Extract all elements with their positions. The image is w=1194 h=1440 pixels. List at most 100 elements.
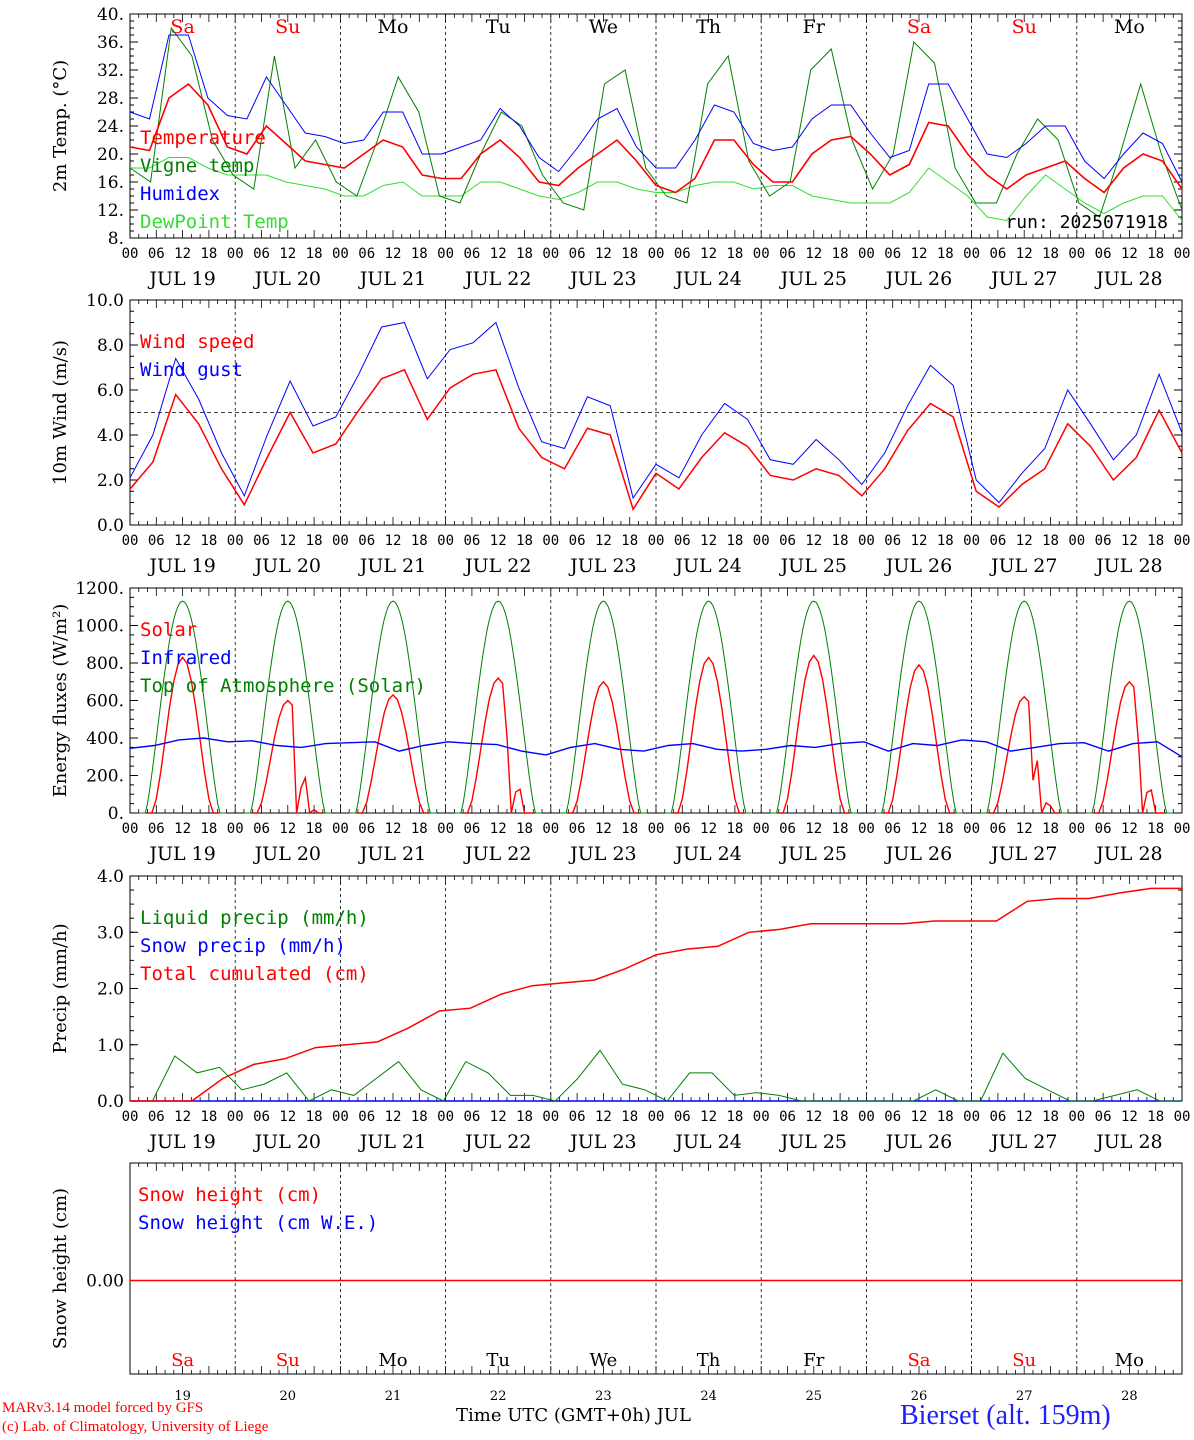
hour-tick-label: 06 xyxy=(253,821,270,837)
hour-tick-label: 18 xyxy=(516,246,533,262)
date-label: JUL 24 xyxy=(673,555,741,577)
hour-tick-label: 12 xyxy=(595,1109,612,1125)
date-label: JUL 25 xyxy=(779,843,847,865)
legend-entry: Vigne temp xyxy=(140,155,254,177)
hour-tick-label: 12 xyxy=(279,1109,296,1125)
hour-tick-label: 18 xyxy=(832,1109,849,1125)
hour-tick-label: 00 xyxy=(227,246,244,262)
series-line-wind-speed xyxy=(129,368,1183,512)
lab-credit: (c) Lab. of Climatology, University of L… xyxy=(2,1419,269,1435)
hour-tick-label: 18 xyxy=(200,533,217,549)
date-label: JUL 28 xyxy=(1094,268,1162,290)
hour-tick-label: 06 xyxy=(884,246,901,262)
hour-tick-label: 12 xyxy=(805,1109,822,1125)
panel-energy: 0. 200. 400. 600. 800. 1000. 1200.Energy fluxe… xyxy=(50,579,1190,865)
date-label: JUL 22 xyxy=(463,1131,531,1153)
date-label: JUL 25 xyxy=(779,555,847,577)
y-tick-label: 0.0 xyxy=(97,1092,124,1112)
hour-tick-label: 18 xyxy=(306,246,323,262)
day-number-label: 21 xyxy=(385,1389,402,1404)
hour-tick-label: 06 xyxy=(569,246,586,262)
hour-tick-label: 18 xyxy=(621,821,638,837)
hour-tick-label: 00 xyxy=(1174,821,1191,837)
series-line-infrared xyxy=(129,737,1183,758)
hour-tick-label: 18 xyxy=(937,533,954,549)
hour-tick-label: 18 xyxy=(937,1109,954,1125)
day-number-label: 26 xyxy=(911,1389,928,1404)
hour-tick-label: 00 xyxy=(963,533,980,549)
hour-tick-label: 06 xyxy=(1095,533,1112,549)
hour-tick-label: 00 xyxy=(648,821,665,837)
y-tick-label: 4.0 xyxy=(97,867,124,887)
series-line-top-of-atmosphere xyxy=(138,600,1174,814)
hour-tick-label: 18 xyxy=(200,246,217,262)
hour-tick-label: 12 xyxy=(279,246,296,262)
weekday-label: Su xyxy=(1012,16,1037,38)
day-number-label: 22 xyxy=(490,1389,507,1404)
date-label: JUL 27 xyxy=(989,843,1057,865)
hour-tick-label: 18 xyxy=(621,1109,638,1125)
date-label: JUL 20 xyxy=(253,555,321,577)
hour-tick-label: 18 xyxy=(726,246,743,262)
hour-tick-label: 00 xyxy=(332,246,349,262)
hour-tick-label: 06 xyxy=(674,821,691,837)
hour-tick-label: 00 xyxy=(1068,821,1085,837)
run-label: run: 2025071918 xyxy=(1005,212,1168,233)
hour-tick-label: 12 xyxy=(490,1109,507,1125)
hour-tick-label: 12 xyxy=(385,1109,402,1125)
series-line-temperature xyxy=(129,82,1183,194)
y-axis-label: Precip (mm/h) xyxy=(50,923,71,1053)
hour-tick-label: 00 xyxy=(437,246,454,262)
date-label: JUL 24 xyxy=(673,1131,741,1153)
weekday-label: Fr xyxy=(803,16,826,38)
hour-tick-label: 18 xyxy=(200,821,217,837)
weekday-label: We xyxy=(589,16,618,38)
weekday-label: Mo xyxy=(378,16,409,38)
hour-tick-label: 18 xyxy=(1147,246,1164,262)
date-label: JUL 25 xyxy=(779,268,847,290)
hour-tick-label: 00 xyxy=(858,821,875,837)
y-tick-label: 600. xyxy=(86,692,124,712)
hour-tick-label: 06 xyxy=(674,246,691,262)
hour-tick-label: 06 xyxy=(148,533,165,549)
y-tick-label: 400. xyxy=(86,729,124,749)
weekday-label: Fr xyxy=(803,1350,824,1371)
weekday-label: Th xyxy=(696,16,721,38)
hour-tick-label: 06 xyxy=(253,533,270,549)
panel-snow: 0.00 Snow height (cm) Snow height (cm) Snow… xyxy=(50,1162,1183,1404)
panel-temperature: 8. 12. 16. 20. 24. 28. 32. 36. 40. 2m Temp. (°C) 0… xyxy=(50,5,1190,290)
y-tick-label: 2.0 xyxy=(97,980,124,1000)
hour-tick-label: 12 xyxy=(911,246,928,262)
hour-tick-label: 00 xyxy=(963,1109,980,1125)
date-label: JUL 23 xyxy=(568,843,636,865)
hour-tick-label: 12 xyxy=(805,821,822,837)
hour-tick-label: 06 xyxy=(989,246,1006,262)
hour-tick-label: 06 xyxy=(463,1109,480,1125)
hour-tick-label: 12 xyxy=(1016,246,1033,262)
hour-tick-label: 06 xyxy=(884,821,901,837)
weekday-label: Mo xyxy=(1115,1350,1144,1371)
hour-tick-label: 06 xyxy=(569,1109,586,1125)
hour-tick-label: 12 xyxy=(490,246,507,262)
hour-tick-label: 18 xyxy=(1147,821,1164,837)
y-tick-label: 4.0 xyxy=(97,426,124,446)
weekday-label: Tu xyxy=(486,1350,510,1371)
hour-tick-label: 06 xyxy=(1095,821,1112,837)
hour-tick-label: 12 xyxy=(700,246,717,262)
hour-tick-label: 18 xyxy=(1042,533,1059,549)
hour-tick-label: 06 xyxy=(358,821,375,837)
hour-tick-label: 12 xyxy=(1121,533,1138,549)
hour-tick-label: 18 xyxy=(1042,246,1059,262)
hour-tick-label: 12 xyxy=(174,533,191,549)
y-tick-label: 12. xyxy=(97,201,124,221)
plot-frame xyxy=(129,13,1183,239)
time-axis-caption: Time UTC (GMT+0h) JUL xyxy=(456,1405,691,1426)
y-tick-label: 20. xyxy=(97,145,124,165)
series-line-liquid-precip xyxy=(130,1049,1182,1102)
series-line-humidex xyxy=(129,34,1183,183)
hour-tick-label: 00 xyxy=(332,821,349,837)
hour-tick-label: 12 xyxy=(911,533,928,549)
hour-tick-label: 00 xyxy=(1068,1109,1085,1125)
hour-tick-label: 18 xyxy=(1147,533,1164,549)
hour-tick-label: 18 xyxy=(1147,1109,1164,1125)
